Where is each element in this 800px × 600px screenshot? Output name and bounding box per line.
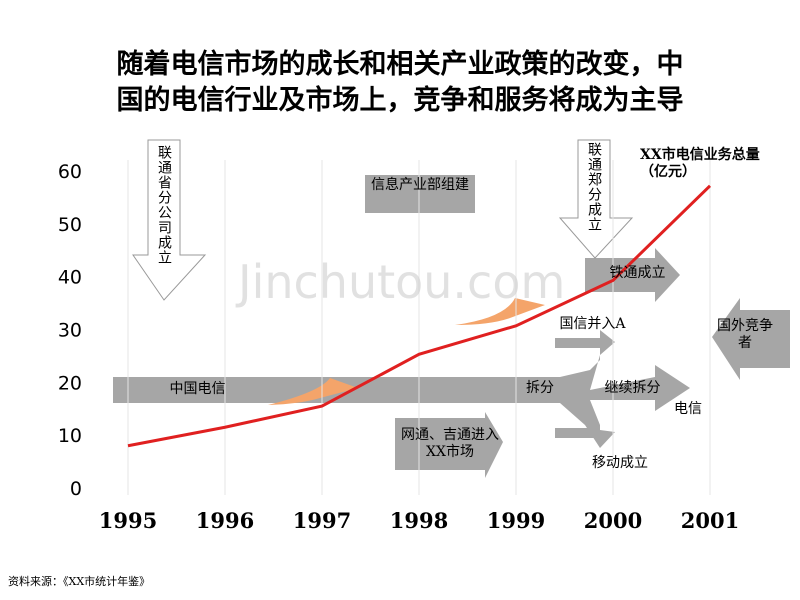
y-tick-label: 50 [58,214,82,236]
arrow [712,298,790,380]
y-tick-label: 20 [58,372,82,394]
annotation: 联通郑分成立 [586,142,602,232]
decor [113,139,790,478]
annotation: 中国电信 [169,381,226,397]
x-tick-label: 1996 [196,508,254,533]
y-tick-label: 10 [58,425,82,447]
arrow [395,412,503,478]
annotation: 信息产业部组建 [371,177,469,193]
legend-entry: XX市电信业务总量（亿元） [640,147,760,180]
annotation: 拆分 [526,380,554,396]
annotation: 继续拆分 [604,380,661,396]
annotation: 网通、吉通进入XX市场 [401,427,499,460]
x-tick-label: 1995 [99,508,157,533]
arrow [585,248,680,302]
annotation: 铁通成立 [609,265,666,281]
annotation: 移动成立 [592,455,648,471]
x-tick-label: 2001 [681,508,739,533]
swoosh [268,378,358,405]
chart-title: 国的电信行业及市场上，竞争和服务将成为主导 [116,85,684,116]
main-arrow [113,330,690,448]
x-tick-label: 2000 [584,508,642,533]
chart-title: 随着电信市场的成长和相关产业政策的改变，中 [116,49,684,80]
y-tick-label: 40 [58,267,82,289]
annotation: 联通省分公司成立 [156,145,172,265]
annotation: 国信并入A [559,316,626,332]
annotation: 电信 [674,401,702,417]
line [127,184,712,448]
branch [555,338,600,348]
swoosh [455,298,545,325]
watermark: Jinchutou.com [238,255,566,309]
box [365,175,475,213]
x-tick-label: 1999 [487,508,545,533]
arrow [132,139,207,301]
annotation: 国外竞争者 [717,318,773,351]
source: 资料来源：《XX市统计年鉴》 [8,575,151,588]
x-tick-label: 1997 [293,508,351,533]
branch [555,428,600,438]
y-tick-label: 0 [70,478,82,500]
x-tick-label: 1998 [390,508,448,533]
y-tick-label: 30 [58,320,82,342]
y-tick-label: 60 [58,161,82,183]
